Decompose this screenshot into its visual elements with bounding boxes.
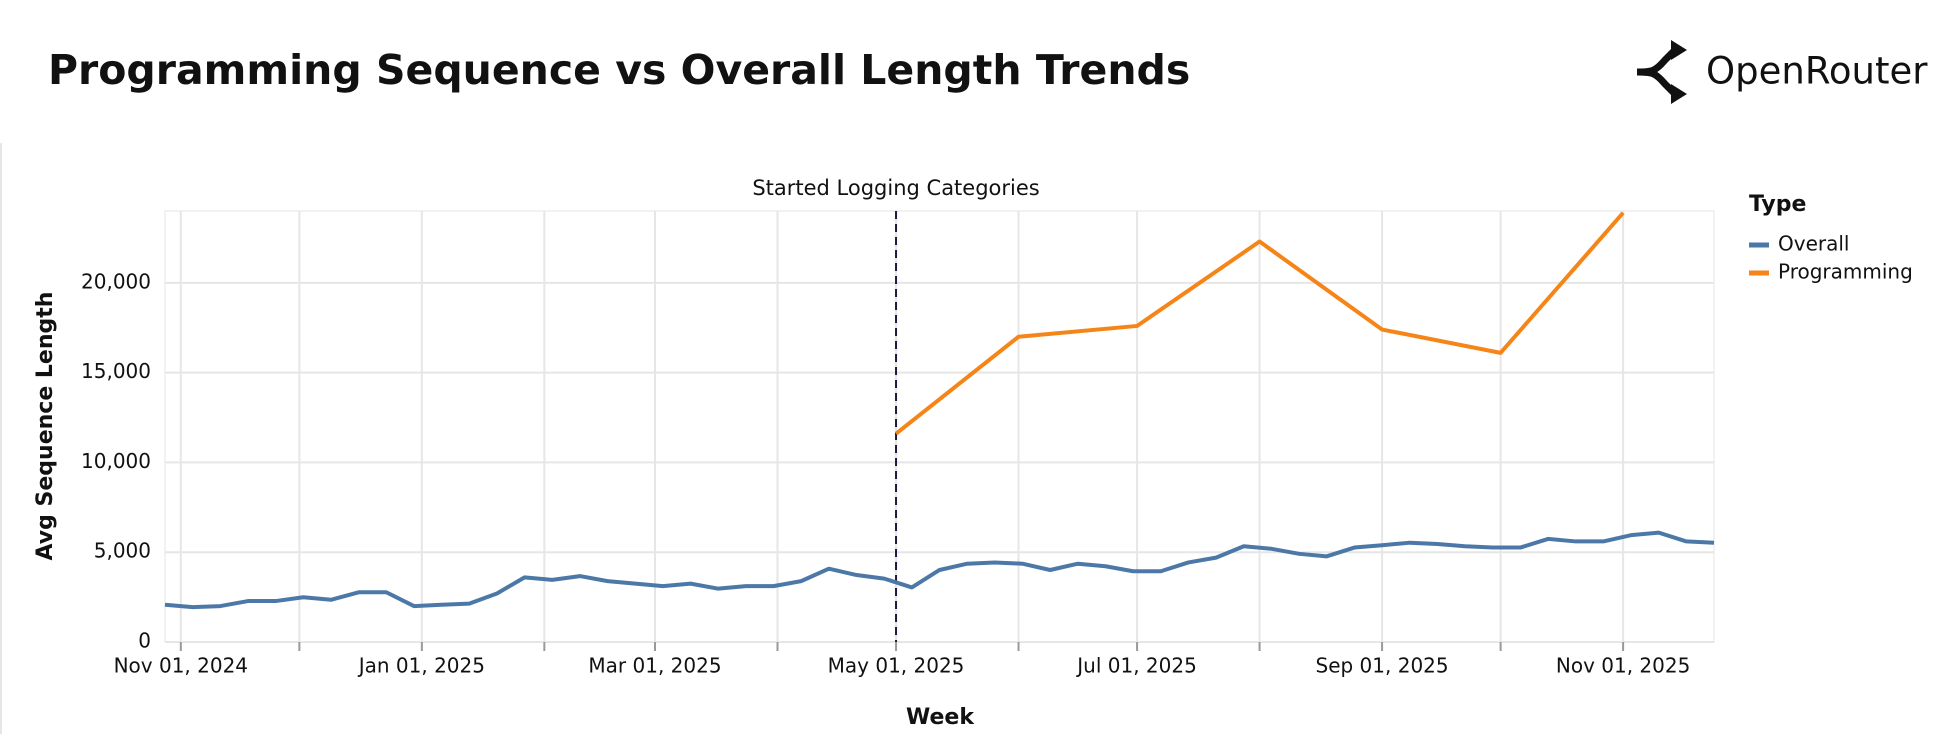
y-tick-label: 10,000 (81, 449, 151, 473)
x-tick-label: May 01, 2025 (828, 654, 965, 678)
page-title: Programming Sequence vs Overall Length T… (48, 46, 1190, 94)
y-tick-label: 0 (138, 629, 151, 653)
legend-label: Programming (1778, 260, 1913, 284)
y-tick-label: 20,000 (81, 269, 151, 293)
x-tick-label: Jan 01, 2025 (357, 654, 485, 678)
x-tick-label: Sep 01, 2025 (1316, 654, 1449, 678)
legend-label: Overall (1778, 232, 1849, 256)
x-tick-label: Nov 01, 2024 (114, 654, 248, 678)
plot-frame (164, 210, 1715, 643)
legend-title: Type (1749, 192, 1806, 217)
y-tick-label: 15,000 (81, 359, 151, 383)
y-tick-label: 5,000 (94, 539, 151, 563)
annotation-label: Started Logging Categories (752, 176, 1039, 200)
y-axis-title: Avg Sequence Length (33, 292, 58, 561)
series-line (894, 211, 1625, 436)
x-tick-label: Jul 01, 2025 (1075, 654, 1197, 678)
brand-logo (1636, 40, 1687, 104)
x-tick-label: Mar 01, 2025 (588, 654, 721, 678)
brand-name: OpenRouter (1706, 50, 1928, 93)
x-tick-label: Nov 01, 2025 (1556, 654, 1690, 678)
series-line (164, 530, 1715, 610)
x-axis-title: Week (906, 705, 975, 730)
